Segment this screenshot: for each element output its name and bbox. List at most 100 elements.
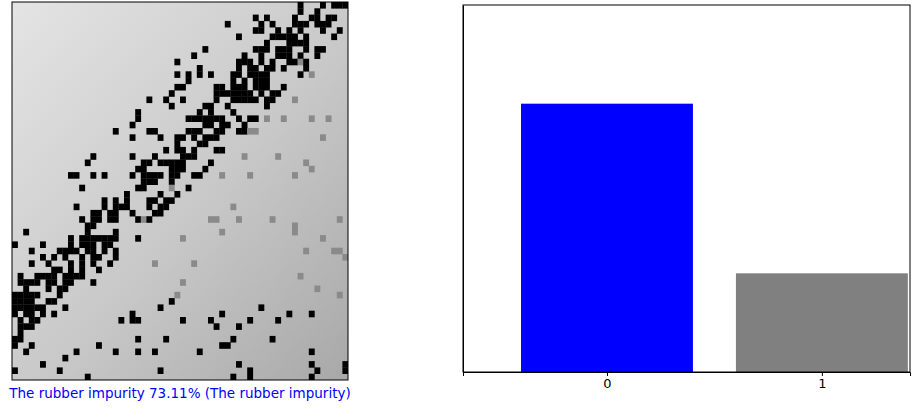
page: The rubber impurity 73.11% (The rubber i…	[0, 0, 920, 413]
image-pixel	[174, 141, 180, 148]
image-pixel	[191, 134, 197, 141]
image-pixel	[169, 166, 175, 173]
image-pixel	[320, 21, 326, 28]
image-pixel	[275, 153, 281, 160]
image-pixel	[135, 235, 141, 242]
image-pixel	[298, 273, 304, 280]
image-pixel	[197, 109, 203, 116]
image-pixel	[286, 27, 292, 34]
image-pixel	[314, 15, 320, 22]
image-pixel	[85, 229, 91, 236]
image-pixel	[247, 367, 253, 374]
image-pixel	[236, 216, 242, 223]
image-pixel	[146, 128, 152, 135]
image-pixel	[90, 172, 96, 179]
image-pixel	[342, 2, 348, 9]
image-pixel	[219, 147, 225, 154]
image-pixel	[281, 84, 287, 91]
x-axis: 01	[464, 372, 911, 391]
image-pixel	[258, 304, 264, 311]
image-pixel	[174, 191, 180, 198]
image-pixel	[23, 304, 29, 311]
image-pixel	[180, 160, 186, 167]
image-pixel	[163, 147, 169, 154]
image-pixel	[236, 97, 242, 104]
image-pixel	[292, 97, 298, 104]
image-pixel	[135, 349, 141, 356]
image-pixel	[113, 248, 119, 255]
image-pixel	[90, 216, 96, 223]
image-pixel	[286, 34, 292, 41]
image-pixel	[225, 90, 231, 97]
image-pixel	[130, 172, 136, 179]
image-pixel	[158, 210, 164, 217]
image-pixel	[135, 317, 141, 324]
image-pixel	[180, 166, 186, 173]
image-pixel	[219, 311, 225, 318]
image-pixel	[337, 27, 343, 34]
image-pixel	[102, 204, 108, 211]
image-pixel	[57, 292, 63, 299]
image-pixel	[230, 109, 236, 116]
image-pixel	[152, 153, 158, 160]
image-pixel	[146, 97, 152, 104]
image-pixel	[18, 323, 24, 330]
image-pixel	[292, 21, 298, 28]
image-pixel	[214, 323, 220, 330]
image-pixel	[135, 109, 141, 116]
image-pixel	[236, 65, 242, 72]
image-pixel	[303, 40, 309, 47]
image-pixel	[197, 71, 203, 78]
image-pixel	[40, 311, 46, 318]
image-pixel	[264, 15, 270, 22]
image-pixel	[18, 304, 24, 311]
image-pixel	[152, 197, 158, 204]
image-pixel	[158, 160, 164, 167]
image-pixel	[230, 374, 236, 380]
image-pixel	[74, 204, 80, 211]
image-pixel	[12, 292, 18, 299]
image-background	[12, 2, 348, 380]
image-pixel	[158, 204, 164, 211]
image-pixel	[258, 46, 264, 53]
image-pixel	[247, 97, 253, 104]
image-pixel	[337, 292, 343, 299]
image-pixel	[309, 115, 315, 122]
image-pixel	[118, 204, 124, 211]
image-pixel	[230, 336, 236, 343]
image-pixel	[74, 172, 80, 179]
image-pixel	[242, 122, 248, 129]
image-pixel	[281, 52, 287, 59]
image-pixel	[281, 65, 287, 72]
image-pixel	[113, 216, 119, 223]
image-pixel	[96, 254, 102, 261]
image-pixel	[79, 254, 85, 261]
image-pixel	[113, 204, 119, 211]
x-tick: 1	[818, 372, 826, 391]
image-pixel	[152, 260, 158, 267]
image-pixel	[270, 65, 276, 72]
image-pixel	[141, 185, 147, 192]
image-pixel	[68, 248, 74, 255]
image-pixel	[298, 40, 304, 47]
image-pixel	[214, 84, 220, 91]
image-pixel	[18, 317, 24, 324]
image-pixel	[29, 298, 35, 305]
image-pixel	[135, 336, 141, 343]
image-pixel	[219, 115, 225, 122]
image-pixel	[141, 178, 147, 185]
image-pixel	[270, 34, 276, 41]
image-pixel	[214, 216, 220, 223]
image-pixel	[214, 128, 220, 135]
image-pixel	[309, 15, 315, 22]
image-pixel	[253, 27, 259, 34]
x-tick: 0	[603, 372, 611, 391]
image-pixel	[74, 273, 80, 280]
image-pixel	[169, 178, 175, 185]
image-pixel	[57, 267, 63, 274]
image-pixel	[62, 304, 68, 311]
image-pixel	[141, 216, 147, 223]
image-pixel	[253, 84, 259, 91]
image-pixel	[214, 115, 220, 122]
image-pixel	[113, 229, 119, 236]
